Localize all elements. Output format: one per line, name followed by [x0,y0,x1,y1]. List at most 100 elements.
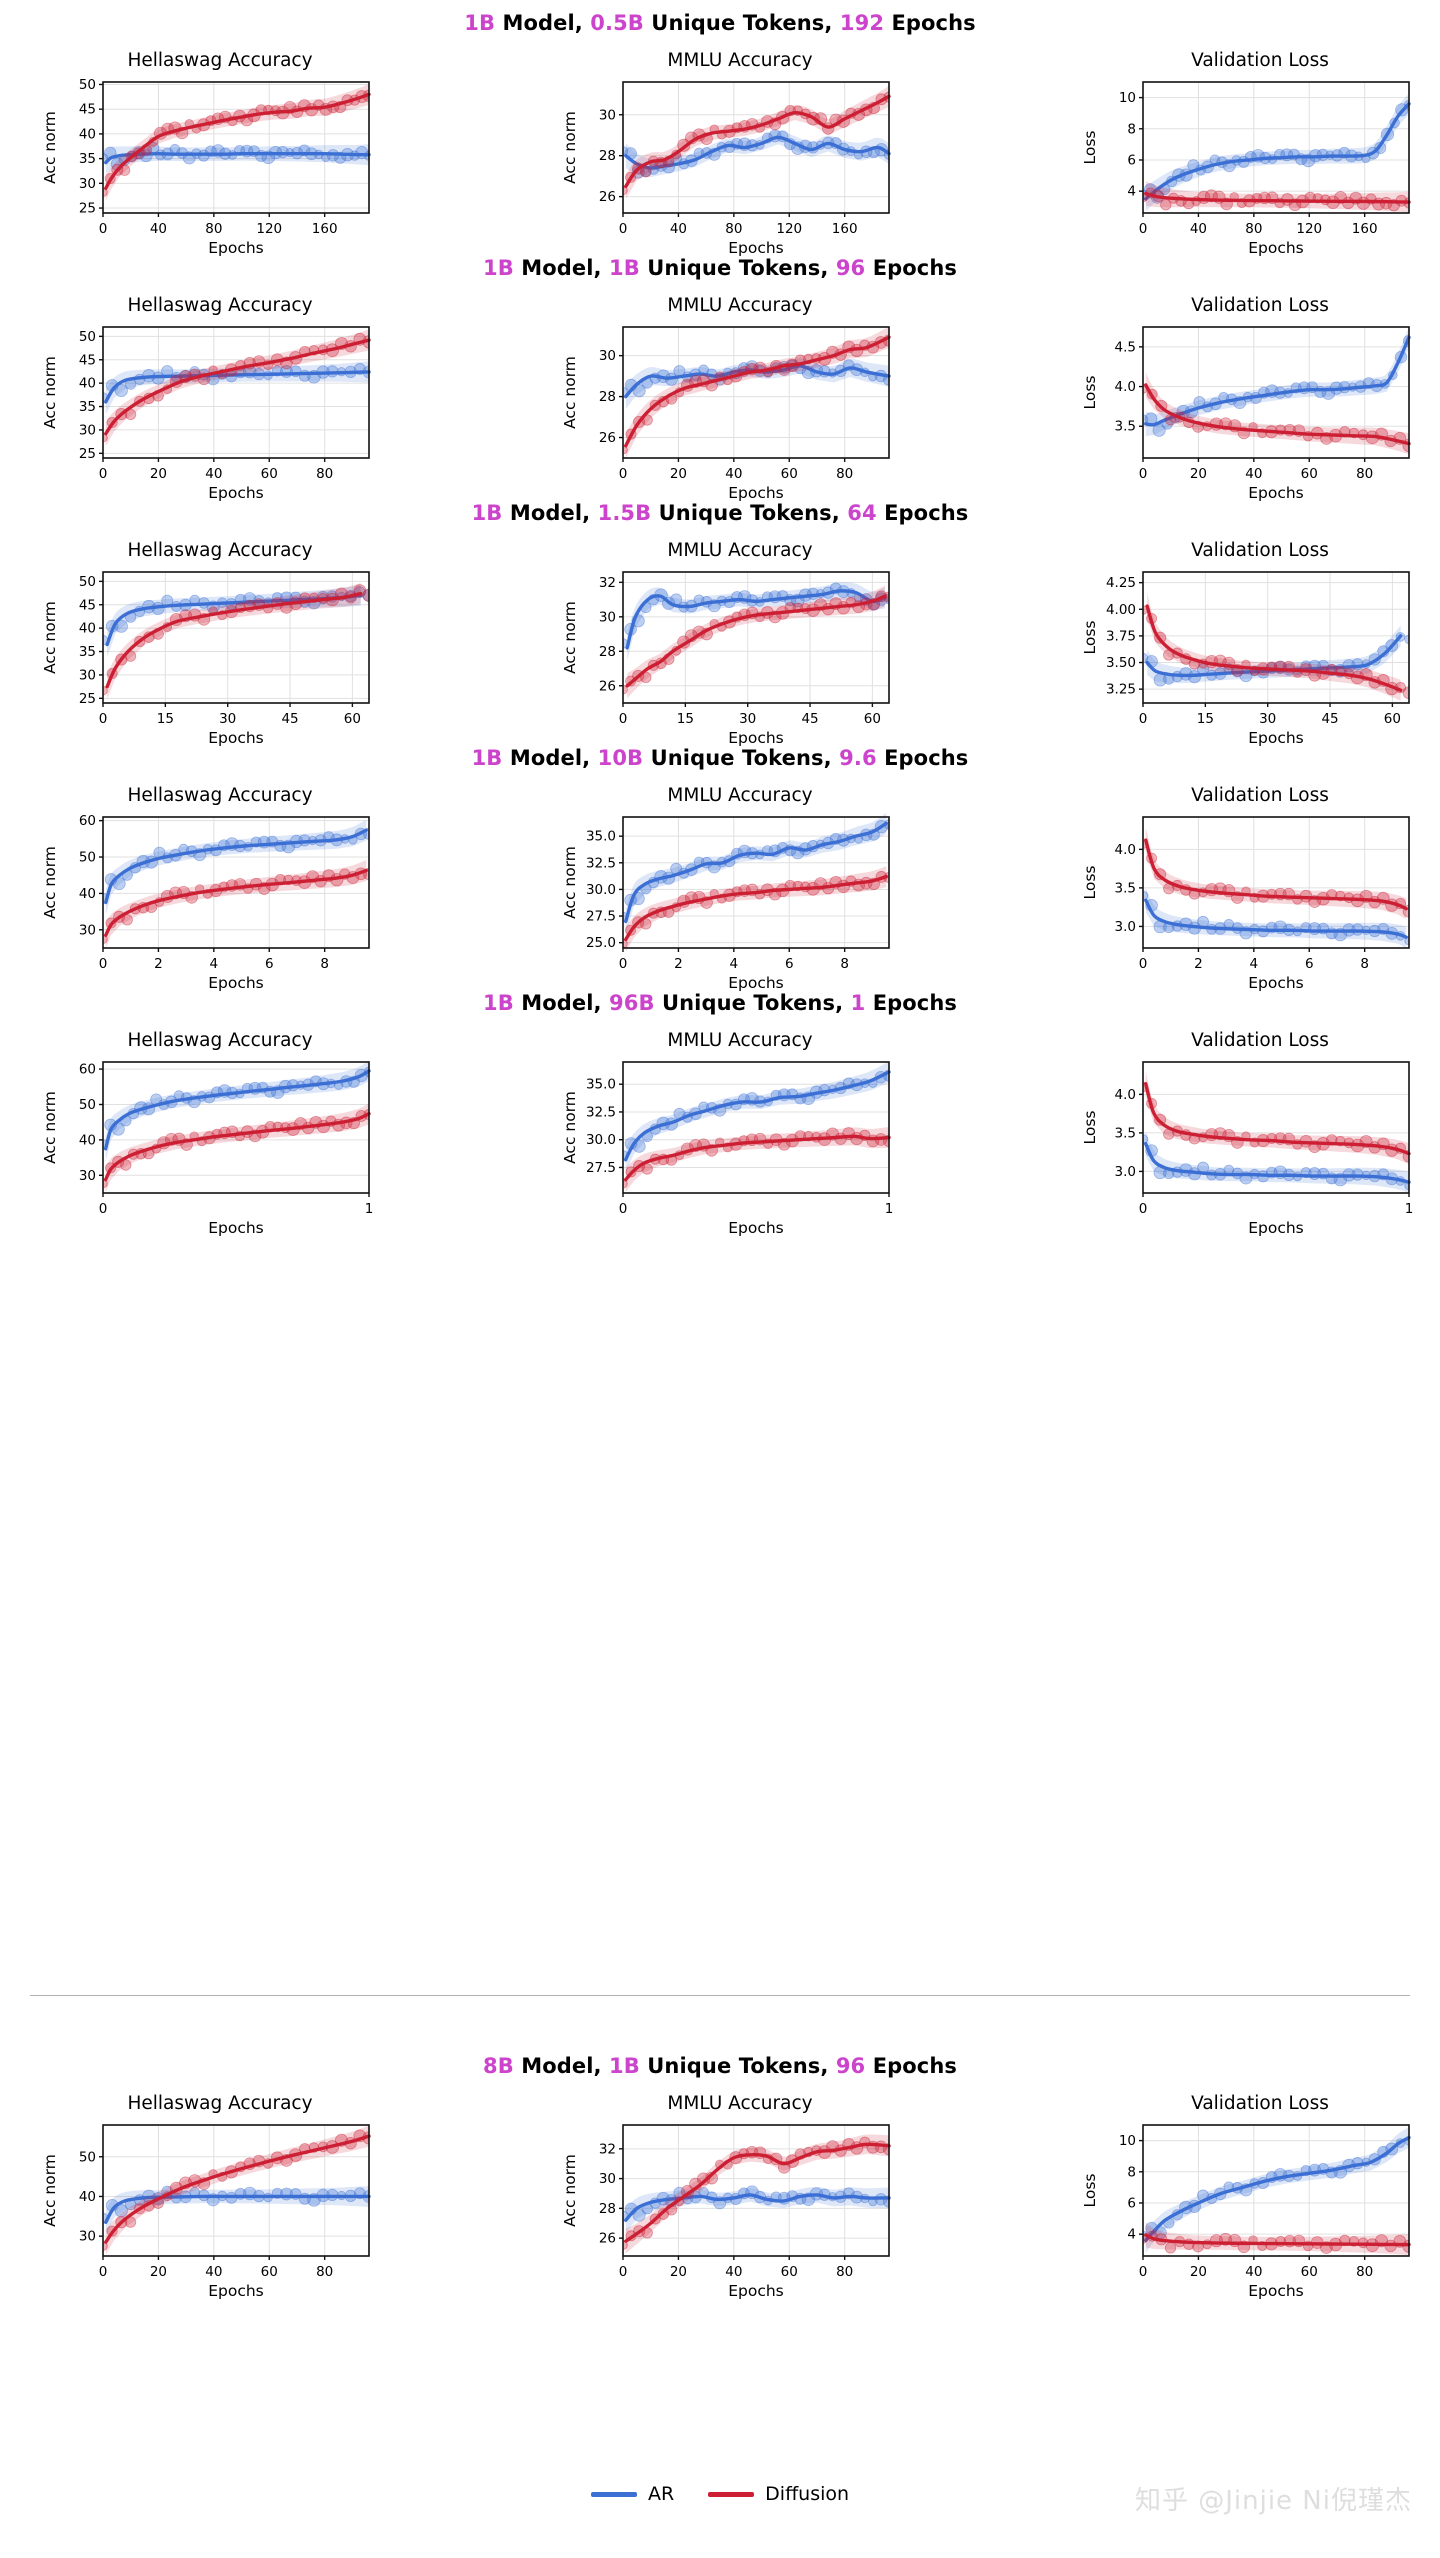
x-axis: 0 15 30 45 60 [1139,703,1401,727]
y-axis: 25 30 35 40 45 50 [79,329,103,462]
row-title-text: Unique Tokens, [639,256,836,280]
x-axis-label: Epochs [1248,484,1304,502]
chart-svg: 4 6 8 10 0 40 80 120 160 Epochs Loss [1081,81,1411,257]
trend-line-diffusion [1144,838,1408,911]
panel-hellaswag-3: Hellaswag Accuracy 25 30 35 40 45 50 0 15 30 45 60… [37,540,377,749]
y-tick-label: 4.00 [1106,602,1136,618]
trend-line-diffusion [624,874,888,942]
x-tick-label: 1 [885,1201,894,1217]
confidence-band-ar [625,1061,889,1173]
legend-item-diffusion[interactable]: Diffusion [708,2483,849,2505]
y-tick-label: 40 [79,1132,96,1148]
x-tick-label: 160 [832,221,858,237]
x-tick-label: 6 [785,956,794,972]
grid-lines [102,82,369,213]
row-title-6: 8B Model, 1B Unique Tokens, 96 Epochs [0,2053,1440,2079]
trend-line-ar [625,589,887,650]
trend-line-ar [1144,2135,1411,2243]
axes-frame [102,326,370,459]
x-tick-label: 80 [205,221,222,237]
axes-frame [1142,326,1410,459]
x-tick-label: 80 [316,466,333,482]
axes-frame [1142,81,1410,214]
row-title-text: Epochs [865,256,957,280]
x-tick-label: 60 [1301,2264,1318,2280]
y-axis: 27.5 30.0 32.5 35.0 [586,1077,623,1176]
trend-line-ar [1144,102,1411,201]
chart-row-6: 8B Model, 1B Unique Tokens, 96 Epochs He… [0,2053,1440,2302]
plot-hellaswag-5: 30 40 50 60 0 1 Epochs Acc norm [37,1054,377,1239]
x-tick-label: 20 [670,2264,687,2280]
panel-valloss-4: Validation Loss 3.0 3.5 4.0 0 2 4 6 8 Epochs Loss [1077,785,1417,994]
y-axis: 26 28 30 [599,107,623,205]
section-divider [30,1995,1410,1996]
x-axis: 0 40 80 120 160 [1139,213,1378,237]
x-tick-label: 30 [219,711,236,727]
chart-row-5: 1B Model, 96B Unique Tokens, 1 Epochs He… [0,990,1440,1239]
x-tick-label: 0 [1139,2264,1148,2280]
y-tick-label: 40 [79,2189,96,2205]
y-tick-label: 25.0 [586,935,616,951]
y-tick-label: 4.5 [1115,339,1136,355]
trend-line-ar [624,2193,891,2222]
plot-valloss-1: 4 6 8 10 0 40 80 120 160 Epochs Loss [1077,74,1417,259]
confidence-band-ar [1145,326,1409,437]
x-tick-label: 0 [99,711,108,727]
panel-title: Hellaswag Accuracy [127,295,313,316]
plot-hellaswag-6: 30 40 50 0 20 40 60 80 Epochs Acc norm [37,2117,377,2302]
legend-item-ar[interactable]: AR [590,2483,674,2505]
x-tick-label: 20 [1190,466,1207,482]
panel-hellaswag-6: Hellaswag Accuracy 30 40 50 0 20 40 60 80 Epochs… [37,2093,377,2302]
x-tick-label: 0 [99,1201,108,1217]
panel-group-3: Hellaswag Accuracy 25 30 35 40 45 50 0 15 30 45 60… [23,540,1417,749]
y-tick-label: 60 [79,1062,96,1078]
x-axis-label: Epochs [1248,1219,1304,1237]
panel-valloss-6: Validation Loss 4 6 8 10 0 20 40 60 80 Epochs Loss [1077,2093,1417,2302]
y-axis-label: Loss [1081,1111,1099,1145]
y-axis-label: Acc norm [41,2154,59,2227]
x-tick-label: 80 [1356,466,1373,482]
x-axis-label: Epochs [208,1219,264,1237]
trend-line-ar [104,828,368,905]
y-tick-label: 4.25 [1106,575,1136,591]
y-tick-label: 40 [79,621,96,637]
x-tick-label: 0 [619,221,628,237]
x-tick-label: 4 [1250,956,1259,972]
x-tick-label: 0 [99,466,108,482]
x-axis: 0 2 4 6 8 [1139,948,1369,972]
x-axis-label: Epochs [728,729,784,747]
row-title-text: Epochs [884,11,976,35]
grid-lines [622,572,889,703]
x-tick-label: 40 [150,221,167,237]
y-tick-label: 40 [79,126,96,142]
x-tick-label: 40 [1245,466,1262,482]
row-title-text: Model, [513,991,610,1015]
panel-mmlu-1: MMLU Accuracy 26 28 30 0 40 80 120 160 Epochs Acc… [557,50,897,259]
panel-title: MMLU Accuracy [667,50,813,71]
row-title-text: Model, [513,256,610,280]
y-tick-label: 45 [79,597,96,613]
trend-line-diffusion [1144,383,1411,446]
confidence-band-diffusion [105,83,370,201]
axes-frame [1142,816,1410,949]
trend-line-diffusion [624,2142,891,2243]
y-tick-label: 40 [79,886,96,902]
chart-svg: 30 40 50 60 0 2 4 6 8 Epochs Acc norm [41,813,370,992]
x-tick-label: 20 [670,466,687,482]
trend-line-ar [624,364,891,399]
chart-row-3: 1B Model, 1.5B Unique Tokens, 64 Epochs … [0,500,1440,749]
row-title-2: 1B Model, 1B Unique Tokens, 96 Epochs [0,255,1440,281]
x-axis-label: Epochs [208,729,264,747]
x-tick-label: 40 [1190,221,1207,237]
y-tick-label: 45 [79,102,96,118]
x-axis-label: Epochs [1248,729,1304,747]
axes-frame [102,81,370,214]
panel-title: Hellaswag Accuracy [127,785,313,806]
watermark: 知乎 @Jinjie Ni倪瑾杰 [1134,2486,1412,2516]
row-title-highlight: 192 [839,11,885,35]
trend-line-ar [103,1069,371,1151]
trend-line-ar [104,151,371,165]
y-tick-label: 30 [599,107,616,123]
